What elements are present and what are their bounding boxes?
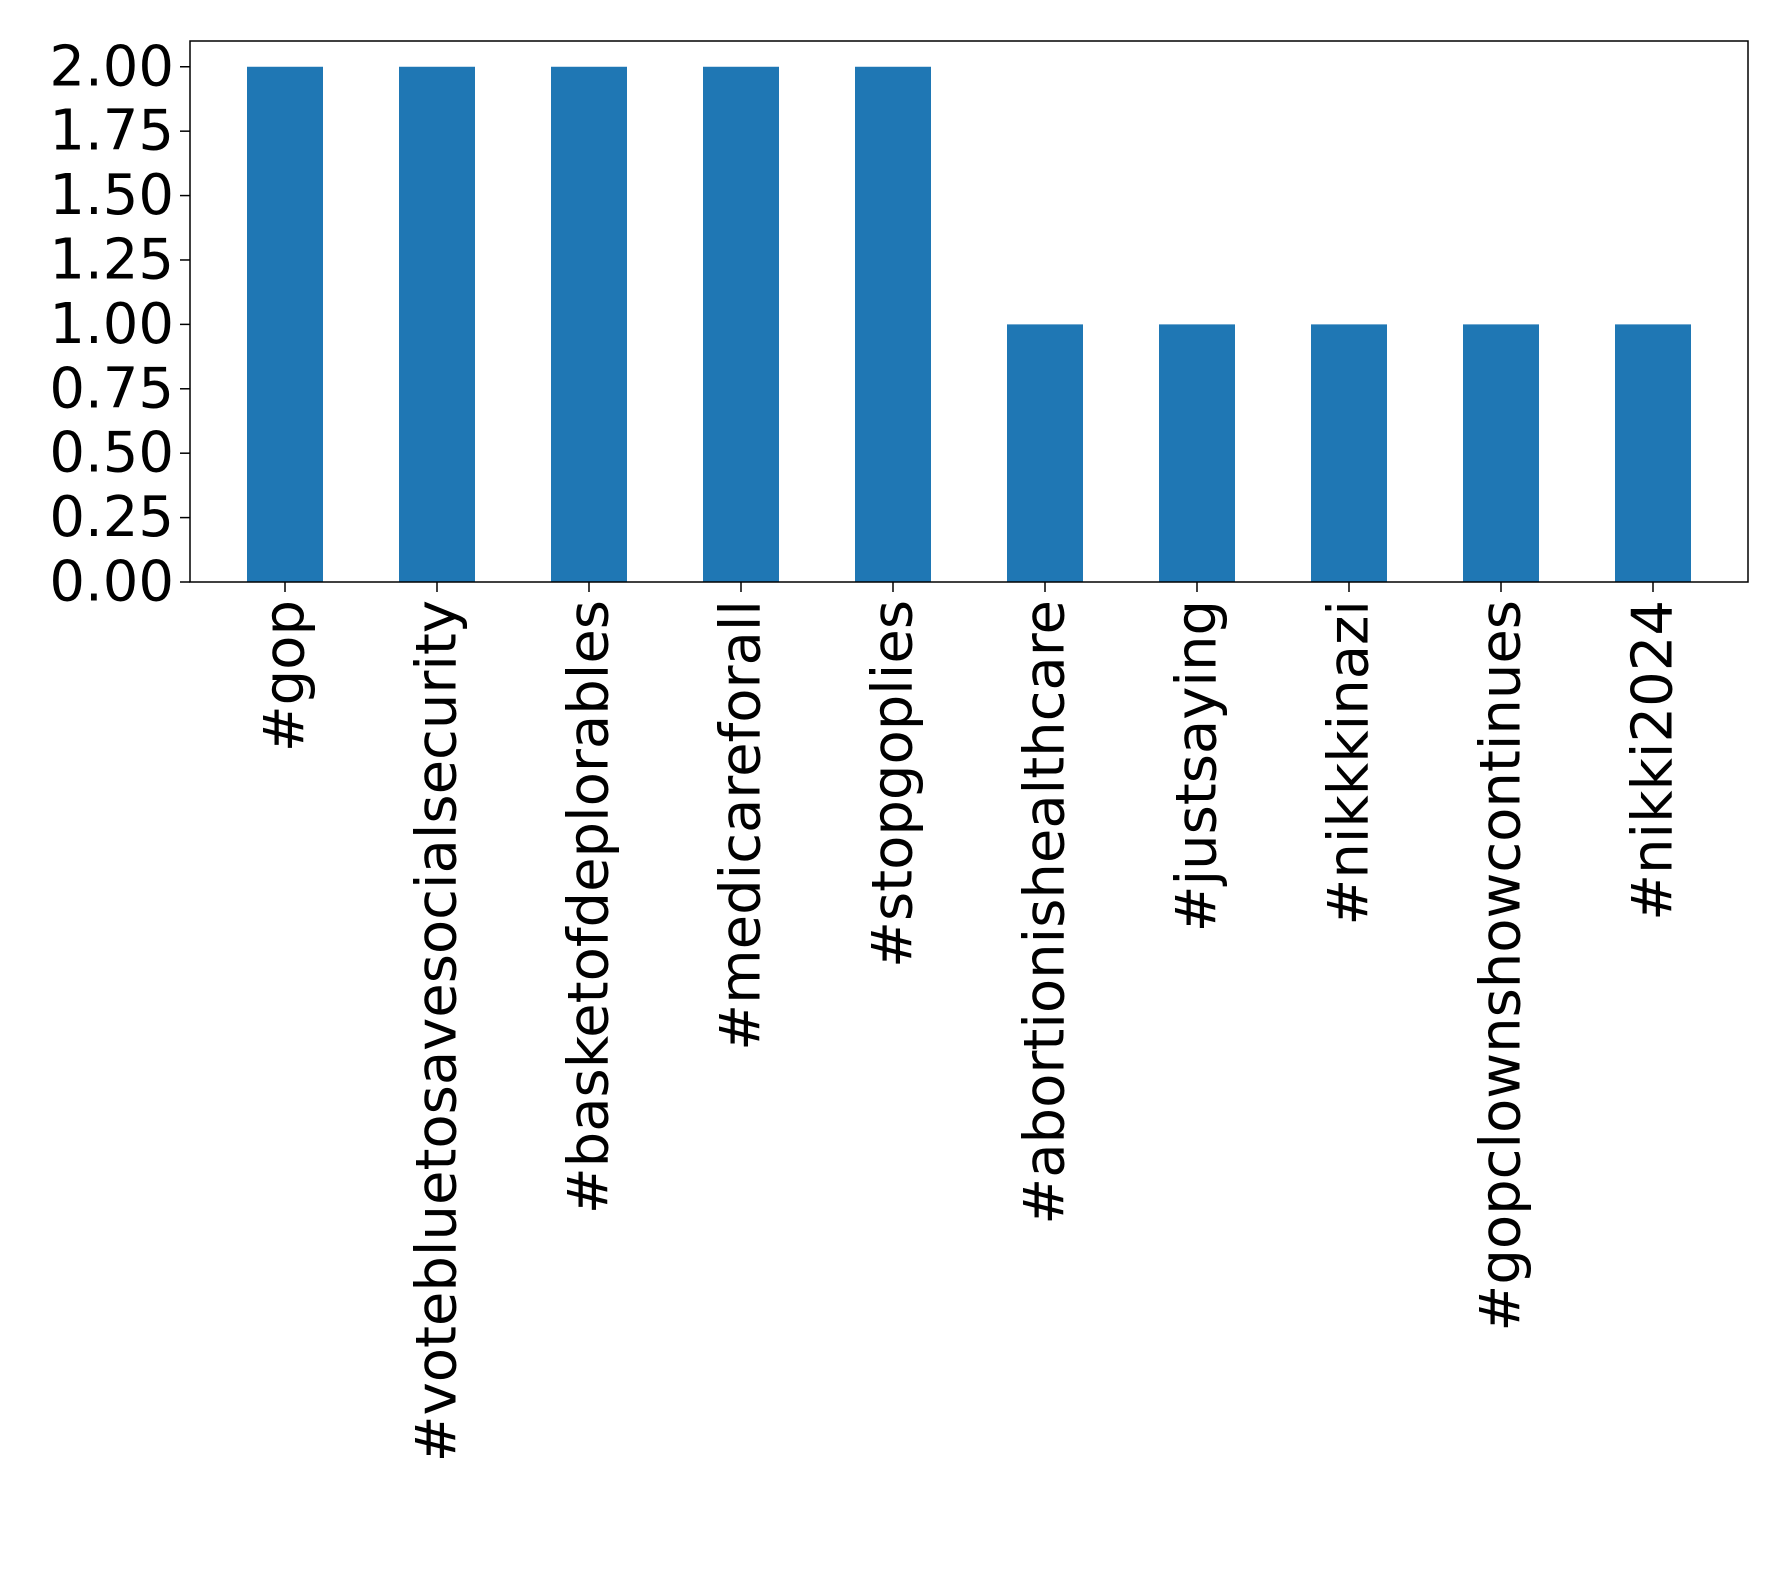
y-tick-label: 2.00 bbox=[49, 34, 174, 99]
bar bbox=[855, 66, 931, 582]
bar bbox=[399, 66, 475, 582]
y-tick-label: 1.75 bbox=[49, 99, 174, 164]
x-tick-label: #justsaying bbox=[1165, 600, 1230, 932]
y-tick-label: 0.75 bbox=[49, 356, 174, 421]
bar bbox=[1311, 324, 1387, 582]
x-axis: #gop #votebluetosavesocialsecurity #basket… bbox=[253, 582, 1686, 1462]
bar bbox=[1615, 324, 1691, 582]
x-tick-label: #votebluetosavesocialsecurity bbox=[405, 600, 470, 1462]
x-tick-label: #nikkkinazi bbox=[1317, 600, 1382, 926]
x-tick-label: #basketofdeplorables bbox=[557, 600, 622, 1214]
x-tick-label: #medicareforall bbox=[709, 600, 774, 1051]
y-tick-label: 0.50 bbox=[49, 421, 174, 486]
x-tick-label: #gopclownshowcontinues bbox=[1469, 600, 1534, 1332]
bar bbox=[1007, 324, 1083, 582]
x-tick-label: #abortionishealthcare bbox=[1013, 600, 1078, 1225]
y-tick-label: 1.00 bbox=[49, 292, 174, 357]
y-tick-label: 0.00 bbox=[49, 550, 174, 615]
y-tick-label: 1.25 bbox=[49, 227, 174, 292]
bars-group bbox=[247, 66, 1691, 582]
x-tick-label: #gop bbox=[253, 600, 318, 752]
plot-frame bbox=[189, 40, 1749, 583]
x-tick-label: #nikki2024 bbox=[1621, 600, 1686, 921]
bar bbox=[1159, 324, 1235, 582]
bar bbox=[1463, 324, 1539, 582]
bar bbox=[551, 66, 627, 582]
bar bbox=[703, 66, 779, 582]
bar bbox=[247, 66, 323, 582]
y-tick-label: 0.25 bbox=[49, 485, 174, 550]
y-axis: 0.000.250.500.751.001.251.501.752.00 bbox=[49, 34, 190, 615]
y-tick-label: 1.50 bbox=[49, 163, 174, 228]
x-tick-label: #stopgoplies bbox=[861, 600, 926, 968]
